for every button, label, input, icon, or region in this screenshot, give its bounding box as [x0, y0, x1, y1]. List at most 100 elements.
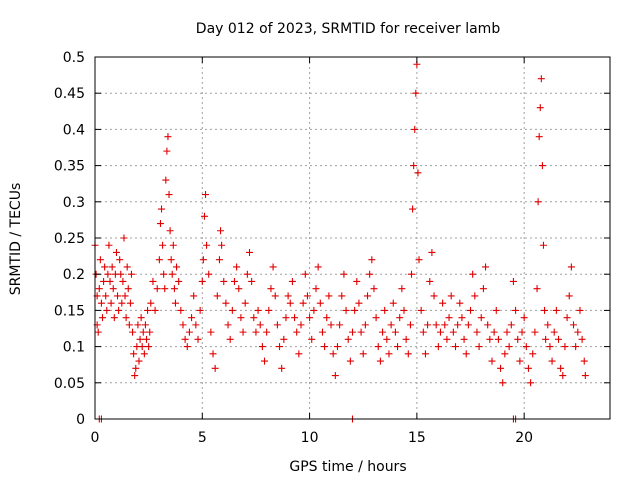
y-tick-label: 0.1 [63, 340, 85, 356]
data-point [432, 321, 440, 329]
data-point [205, 270, 213, 278]
data-point [312, 285, 320, 293]
data-point [179, 321, 187, 329]
data-point [534, 198, 542, 206]
data-point [434, 343, 442, 351]
data-point [372, 314, 380, 322]
data-point [241, 299, 249, 307]
data-point [355, 299, 363, 307]
data-point [565, 292, 573, 300]
data-point [97, 299, 105, 307]
data-point [499, 379, 507, 387]
data-point [370, 285, 378, 293]
data-point [542, 335, 550, 343]
data-point [379, 328, 387, 336]
data-point [561, 343, 569, 351]
data-point [271, 292, 279, 300]
data-point [536, 104, 544, 112]
data-point [94, 328, 102, 336]
data-point [119, 277, 127, 285]
data-point [198, 277, 206, 285]
data-point [391, 328, 399, 336]
data-point [321, 343, 329, 351]
data-point [276, 343, 284, 351]
data-point [529, 350, 537, 358]
data-point [471, 292, 479, 300]
data-point [524, 364, 532, 372]
data-point [550, 328, 558, 336]
data-point [381, 306, 389, 314]
data-point [156, 220, 164, 228]
data-point [161, 285, 169, 293]
data-point [120, 234, 128, 242]
data-point [126, 299, 134, 307]
data-point [331, 372, 339, 380]
data-point [462, 350, 470, 358]
data-point [447, 292, 455, 300]
x-tick-label: 10 [301, 430, 319, 446]
data-point [333, 343, 341, 351]
data-point [131, 372, 139, 380]
data-point [299, 299, 307, 307]
data-point [118, 299, 126, 307]
data-point [421, 350, 429, 358]
y-tick-label: 0.05 [54, 376, 85, 392]
data-point [310, 306, 318, 314]
data-point [190, 292, 198, 300]
data-point [469, 270, 477, 278]
y-tick-label: 0.2 [63, 267, 85, 283]
data-point [252, 328, 260, 336]
data-point [199, 256, 207, 264]
x-tick-label: 15 [408, 430, 426, 446]
data-point [107, 299, 115, 307]
data-point [387, 321, 395, 329]
data-point [314, 263, 322, 271]
data-point [141, 321, 149, 329]
x-tick-label: 20 [515, 430, 533, 446]
data-point [278, 364, 286, 372]
data-point [497, 364, 505, 372]
data-point [443, 335, 451, 343]
data-point [323, 314, 331, 322]
data-point [385, 350, 393, 358]
data-point [327, 321, 335, 329]
data-point [291, 314, 299, 322]
data-point [325, 292, 333, 300]
data-point [228, 306, 236, 314]
data-point [121, 292, 129, 300]
data-point [207, 328, 215, 336]
data-point [512, 306, 520, 314]
data-point [340, 270, 348, 278]
data-point [475, 343, 483, 351]
data-point [248, 277, 256, 285]
y-tick-label: 0.4 [63, 122, 85, 138]
data-point [538, 162, 546, 170]
data-point [402, 335, 410, 343]
data-point [492, 306, 500, 314]
data-point [125, 321, 133, 329]
data-point [490, 328, 498, 336]
data-point [578, 335, 586, 343]
x-tick-label: 0 [91, 430, 100, 446]
data-point [160, 270, 168, 278]
data-point [116, 256, 124, 264]
data-point [117, 270, 125, 278]
data-point [548, 357, 556, 365]
data-point [389, 299, 397, 307]
data-point [181, 335, 189, 343]
data-point [217, 227, 225, 235]
data-point [163, 147, 171, 155]
data-point [177, 306, 185, 314]
data-point [409, 205, 417, 213]
data-point [168, 270, 176, 278]
data-point [415, 256, 423, 264]
data-point [563, 314, 571, 322]
data-point [580, 357, 588, 365]
data-point [202, 191, 210, 199]
data-point [484, 321, 492, 329]
x-tick-label: 5 [198, 430, 207, 446]
axis-ticks: 0 0.05 0.1 0.15 0.2 0.25 0.3 0.35 0.4 0.45 0.5 0 5 10… [54, 50, 610, 446]
data-point [383, 335, 391, 343]
data-point [501, 350, 509, 358]
